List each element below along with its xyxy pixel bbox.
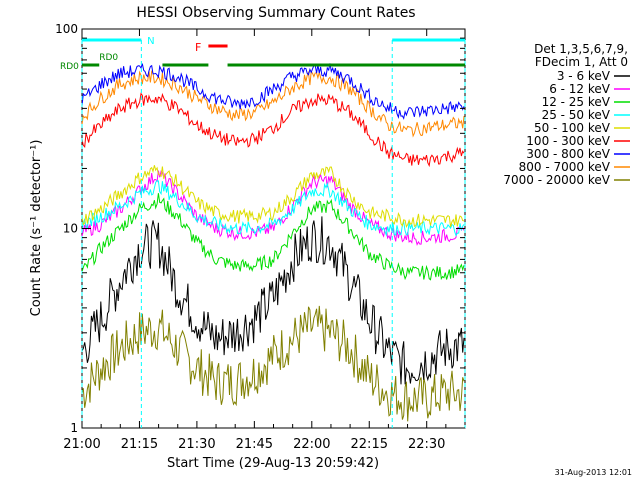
x-tick-label-3: 21:30 — [178, 437, 215, 452]
series-layer — [81, 63, 465, 422]
series-line-4 — [81, 180, 465, 237]
legend-label-3: 12 - 25 keV — [542, 95, 611, 109]
flare-label: F — [195, 41, 201, 54]
series-line-6 — [81, 92, 465, 168]
y-tick-label-3: 100 — [55, 22, 78, 36]
legend-label-5: 50 - 100 keV — [534, 121, 611, 135]
timestamp: 31-Aug-2013 12:01 — [555, 468, 632, 477]
legend-label-8: 800 - 7000 keV — [519, 160, 611, 174]
legend-label-6: 100 - 300 keV — [526, 134, 610, 148]
series-line-1 — [81, 216, 465, 385]
legend-label-7: 300 - 800 keV — [526, 147, 610, 161]
series-line-9 — [81, 305, 465, 422]
series-line-8 — [81, 70, 465, 138]
x-tick-label-6: 22:15 — [351, 437, 388, 452]
legend-label-4: 25 - 50 keV — [542, 108, 611, 122]
legend-header-line-2: FDecim 1, Att 0 — [535, 55, 628, 69]
x-tick-label-1: 21:00 — [63, 437, 100, 452]
y-axis-label: Count Rate (s⁻¹ detector⁻¹) — [29, 140, 44, 317]
x-tick-label-5: 22:00 — [293, 437, 330, 452]
x-tick-label-4: 21:45 — [236, 437, 273, 452]
legend-header-line-1: Det 1,3,5,6,7,9, — [534, 42, 628, 56]
night-label: N — [147, 36, 154, 47]
x-axis-label: Start Time (29-Aug-13 20:59:42) — [167, 456, 379, 471]
y-tick-label-2: 10 — [63, 222, 78, 236]
series-line-2 — [81, 170, 465, 246]
series-line-7 — [81, 63, 465, 120]
x-tick-label-2: 21:15 — [121, 437, 158, 452]
legend-label-2: 6 - 12 keV — [549, 82, 611, 96]
legend-label-1: 3 - 6 keV — [557, 69, 611, 83]
tick-layer: 21:00 21:15 21:30 21:45 22:00 22:15 22:30 1 10 10… — [55, 22, 465, 452]
x-tick-label-7: 22:30 — [408, 437, 445, 452]
legend-label-9: 7000 - 20000 keV — [503, 173, 610, 187]
saa-label: RD0 — [99, 53, 118, 63]
series-line-5 — [81, 165, 465, 229]
y-tick-label-1: 1 — [70, 421, 78, 435]
saa-label-left: RD0 — [60, 62, 79, 72]
chart-title: HESSI Observing Summary Count Rates — [136, 5, 415, 21]
marker-layer: N RD0 RD0 F — [60, 36, 466, 428]
legend: Det 1,3,5,6,7,9, FDecim 1, Att 0 3 - 6 k… — [503, 42, 630, 187]
series-line-3 — [81, 193, 465, 281]
